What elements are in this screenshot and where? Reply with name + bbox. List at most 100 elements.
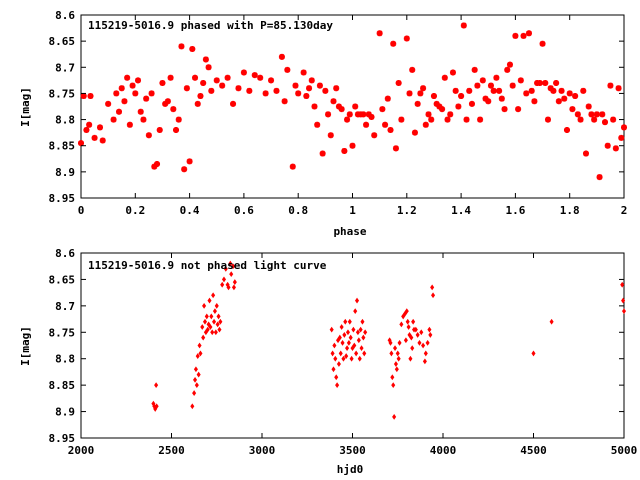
data-point — [190, 403, 195, 410]
data-point — [197, 93, 204, 100]
data-point — [204, 313, 209, 320]
data-point — [220, 281, 225, 288]
data-point — [189, 45, 196, 52]
data-point — [289, 163, 296, 170]
phased-ytick-label: 8.85 — [49, 140, 76, 153]
data-point — [433, 100, 440, 107]
data-point — [329, 326, 334, 333]
data-point — [357, 355, 362, 362]
unphased-ytick-label: 8.9 — [55, 406, 75, 419]
data-point — [228, 260, 233, 267]
data-point — [336, 361, 341, 367]
data-point — [349, 142, 356, 149]
data-point — [422, 121, 429, 128]
data-point — [212, 318, 217, 325]
phased-ytick-label: 8.75 — [49, 87, 76, 100]
unphased-ytick-label: 8.6 — [55, 247, 75, 260]
data-point — [466, 87, 473, 94]
data-point — [615, 85, 622, 92]
data-point — [404, 308, 409, 315]
data-point — [78, 140, 84, 147]
data-point — [145, 132, 152, 139]
phased-ytick-label: 8.7 — [55, 61, 75, 74]
data-point — [411, 318, 416, 325]
data-point — [379, 106, 386, 113]
data-point — [91, 134, 98, 141]
phased-ytick-label: 8.6 — [55, 9, 75, 22]
data-point — [460, 22, 467, 29]
phased-xtick-label: 2 — [621, 204, 628, 217]
data-point — [512, 32, 519, 39]
data-point — [342, 332, 347, 338]
data-point — [388, 339, 393, 346]
data-point — [574, 111, 581, 118]
data-point — [389, 350, 394, 357]
data-point — [124, 74, 131, 81]
data-point — [213, 77, 220, 84]
data-point — [360, 111, 367, 118]
data-point — [331, 366, 336, 373]
data-point — [420, 85, 427, 92]
data-point — [202, 318, 208, 325]
data-point — [408, 355, 413, 362]
data-point — [363, 329, 368, 336]
data-point — [487, 82, 494, 89]
data-point — [528, 87, 535, 94]
data-point — [415, 332, 420, 338]
unphased-xtick-label: 2000 — [68, 444, 95, 457]
data-point — [593, 111, 600, 118]
data-point — [493, 74, 500, 81]
data-point — [292, 82, 299, 89]
data-point — [525, 30, 532, 37]
unphased-xtick-label: 4500 — [520, 444, 547, 457]
data-point — [192, 74, 199, 81]
unphased-xtick-label: 2500 — [158, 444, 185, 457]
data-point — [428, 116, 435, 123]
data-point — [517, 77, 524, 84]
data-point — [208, 324, 213, 330]
data-point — [211, 292, 216, 299]
data-point — [208, 87, 215, 94]
data-point — [257, 74, 264, 81]
phased-xtick-label: 0.4 — [180, 204, 200, 217]
data-point — [577, 116, 584, 123]
data-point — [105, 100, 112, 107]
data-point — [425, 111, 432, 118]
data-point — [360, 318, 365, 325]
data-point — [539, 40, 546, 47]
data-point — [246, 87, 253, 94]
data-point — [547, 85, 554, 92]
unphased-plot-points — [151, 260, 627, 420]
data-point — [348, 334, 353, 341]
data-point — [610, 116, 617, 123]
data-point — [531, 350, 536, 357]
data-point — [214, 302, 219, 309]
data-point — [186, 158, 193, 165]
phased-ytick-label: 8.95 — [49, 192, 76, 205]
phased-xtick-label: 0.6 — [234, 204, 254, 217]
data-point — [97, 124, 104, 131]
data-point — [452, 87, 459, 94]
data-point — [295, 90, 302, 97]
data-point — [137, 108, 144, 115]
data-point — [406, 324, 411, 330]
data-point — [148, 90, 155, 97]
data-point — [118, 85, 125, 92]
data-point — [353, 308, 358, 315]
unphased-ytick-label: 8.75 — [49, 326, 76, 339]
data-point — [314, 121, 321, 128]
data-point — [427, 326, 432, 333]
data-point — [403, 337, 408, 344]
unphased-xtick-label: 5000 — [611, 444, 638, 457]
data-point — [397, 339, 402, 346]
data-point — [621, 308, 627, 315]
data-point — [99, 137, 106, 144]
data-point — [230, 100, 237, 107]
data-point — [203, 329, 208, 336]
unphased-ytick-label: 8.85 — [49, 379, 76, 392]
data-point — [425, 339, 430, 346]
data-point — [201, 334, 206, 341]
unphased-ytick-label: 8.95 — [49, 432, 76, 445]
data-point — [558, 87, 565, 94]
data-point — [588, 111, 595, 118]
